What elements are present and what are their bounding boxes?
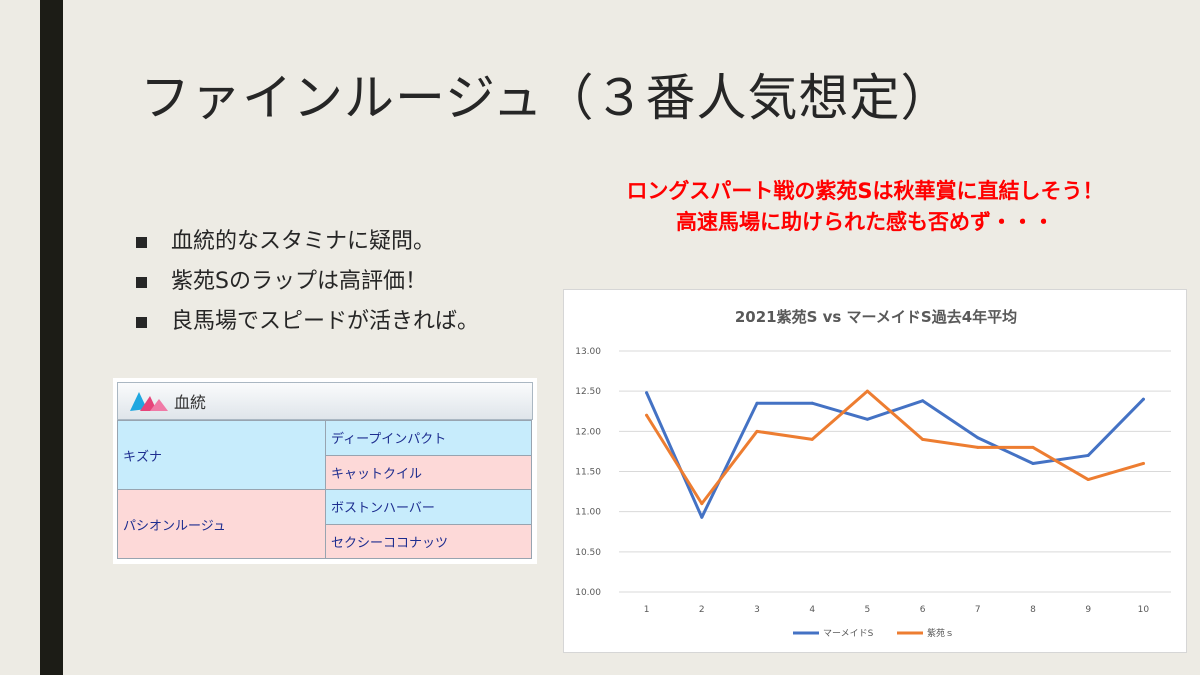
pedigree-table: キズナ ディープインパクト キャットクイル パシオンルージュ ボストンハーバー … bbox=[117, 420, 532, 559]
data-point bbox=[1031, 461, 1035, 465]
chart-legend: マーメイドS 紫苑ｓ bbox=[793, 627, 954, 639]
data-point bbox=[700, 515, 704, 519]
data-point bbox=[755, 401, 759, 405]
callout-line: 高速馬場に助けられた感も否めず・・・ bbox=[676, 210, 1054, 234]
pedigree-sire-dam[interactable]: キャットクイル bbox=[325, 454, 532, 490]
chart-gridlines bbox=[619, 350, 1171, 593]
lap-chart-panel: 2021紫苑S vs マーメイドS過去4年平均 13.00 12.50 12.00 1… bbox=[563, 289, 1187, 653]
x-tick-label: 3 bbox=[754, 605, 760, 615]
pedigree-dam-dam[interactable]: セクシーココナッツ bbox=[325, 523, 532, 559]
x-tick-label: 6 bbox=[920, 605, 926, 615]
series-line bbox=[645, 389, 1145, 506]
x-tick-label: 1 bbox=[644, 605, 650, 615]
pedigree-header-label: 血統 bbox=[174, 393, 207, 412]
legend-label: 紫苑ｓ bbox=[927, 627, 954, 639]
bullet-item: 良馬場でスピードが活きれば。 bbox=[136, 302, 479, 342]
x-tick-label: 8 bbox=[1030, 605, 1036, 615]
data-point bbox=[865, 389, 869, 393]
pedigree-dam-sire[interactable]: ボストンハーバー bbox=[325, 489, 532, 525]
square-bullet-icon bbox=[136, 276, 147, 288]
y-tick-label: 12.50 bbox=[575, 387, 601, 397]
data-point bbox=[1031, 445, 1035, 449]
data-point bbox=[810, 437, 814, 441]
data-point bbox=[921, 437, 925, 441]
data-point bbox=[700, 502, 704, 506]
bullet-text: 紫苑Sのラップは高評価！ bbox=[171, 269, 427, 294]
y-tick-label: 13.00 bbox=[575, 347, 601, 357]
y-tick-label: 11.50 bbox=[575, 468, 601, 478]
data-point bbox=[810, 401, 814, 405]
chart-series bbox=[645, 389, 1145, 519]
bullet-item: 血統的なスタミナに疑問。 bbox=[136, 222, 479, 262]
y-axis-ticks: 13.00 12.50 12.00 11.50 11.00 10.50 10.00 bbox=[575, 347, 601, 598]
data-point bbox=[645, 391, 649, 395]
pedigree-header: 血統 bbox=[117, 382, 533, 420]
data-point bbox=[1141, 397, 1145, 401]
square-bullet-icon bbox=[136, 236, 147, 248]
x-tick-label: 2 bbox=[699, 605, 705, 615]
y-tick-label: 10.50 bbox=[575, 548, 601, 558]
data-point bbox=[976, 445, 980, 449]
data-point bbox=[1141, 461, 1145, 465]
x-tick-label: 5 bbox=[865, 605, 871, 615]
x-tick-label: 4 bbox=[809, 605, 815, 615]
data-point bbox=[645, 413, 649, 417]
x-tick-label: 9 bbox=[1085, 605, 1091, 615]
data-point bbox=[1086, 453, 1090, 457]
y-tick-label: 12.00 bbox=[575, 427, 601, 437]
pedigree-sire[interactable]: キズナ bbox=[117, 420, 326, 490]
data-point bbox=[755, 429, 759, 433]
pedigree-sire-sire[interactable]: ディープインパクト bbox=[325, 420, 532, 456]
pedigree-dam[interactable]: パシオンルージュ bbox=[117, 489, 326, 559]
data-point bbox=[921, 399, 925, 403]
bullet-text: 良馬場でスピードが活きれば。 bbox=[171, 309, 480, 334]
y-tick-label: 11.00 bbox=[575, 508, 601, 518]
bullet-list: 血統的なスタミナに疑問。 紫苑Sのラップは高評価！ 良馬場でスピードが活きれば。 bbox=[136, 222, 479, 342]
slide-accent-bar bbox=[40, 0, 63, 675]
data-point bbox=[1086, 478, 1090, 482]
x-axis-ticks: 1 2 3 4 5 6 7 8 9 10 bbox=[644, 605, 1150, 615]
square-bullet-icon bbox=[136, 316, 147, 328]
bullet-item: 紫苑Sのラップは高評価！ bbox=[136, 262, 479, 302]
slide-title: ファインルージュ（３番人気想定） bbox=[140, 69, 952, 127]
callout-text: ロングスパート戦の紫苑Sは秋華賞に直結しそう！ 高速馬場に助けられた感も否めず・… bbox=[565, 176, 1165, 238]
x-tick-label: 7 bbox=[975, 605, 981, 615]
pedigree-table-panel: 血統 キズナ ディープインパクト キャットクイル パシオンルージュ ボストンハー… bbox=[113, 378, 537, 564]
callout-line: ロングスパート戦の紫苑Sは秋華賞に直結しそう！ bbox=[626, 179, 1104, 203]
x-tick-label: 10 bbox=[1138, 605, 1150, 615]
chart-title: 2021紫苑S vs マーメイドS過去4年平均 bbox=[735, 308, 1017, 326]
data-point bbox=[976, 436, 980, 440]
legend-label: マーメイドS bbox=[823, 629, 874, 639]
lap-time-line-chart: 2021紫苑S vs マーメイドS過去4年平均 13.0012.5012.001… bbox=[575, 308, 1171, 639]
y-tick-label: 10.00 bbox=[575, 588, 601, 598]
data-point bbox=[865, 417, 869, 421]
series-line bbox=[645, 391, 1145, 519]
bullet-text: 血統的なスタミナに疑問。 bbox=[171, 229, 436, 254]
horse-logo-icon bbox=[130, 392, 168, 411]
